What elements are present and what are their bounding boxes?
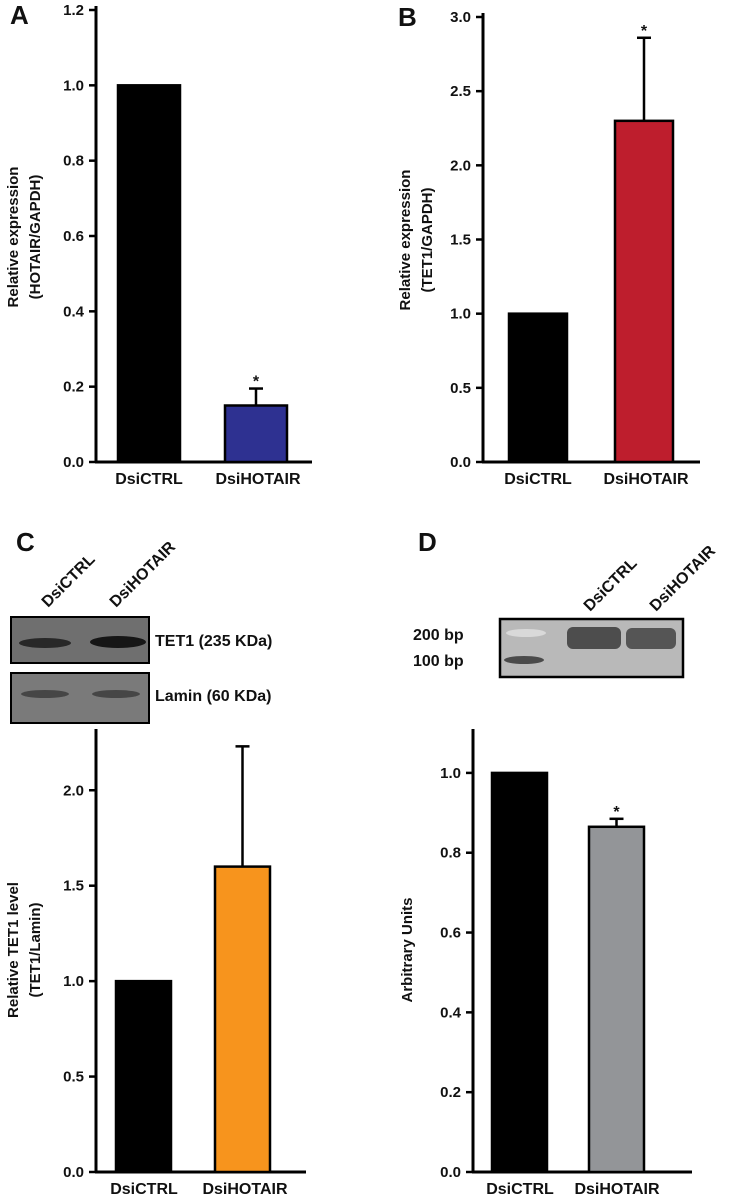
bar-dsihotair: [223, 404, 289, 464]
bar-dsictrl: [490, 771, 549, 1174]
gel-marker-200: 200 bp: [413, 627, 464, 644]
significance-marker: *: [641, 23, 648, 40]
category-label: DsiHOTAIR: [603, 471, 688, 488]
y-tick-label: 1.0: [450, 306, 471, 323]
y-tick-label: 0.4: [440, 1004, 462, 1021]
chart-c: 0.0 0.5 1.0 1.5 2.0 Relative TET1 level (TET1/…: [5, 729, 306, 1195]
category-label: DsiCTRL: [486, 1181, 554, 1195]
panel-b: B: [398, 2, 417, 32]
gel-lane-label-ctrl: DsiCTRL: [581, 555, 641, 615]
western-blot: DsiCTRL DsiHOTAIR TET1 (235 KDa) Lamin (…: [10, 538, 272, 724]
panel-d-letter: D: [418, 527, 437, 557]
y-tick-label: 0.6: [440, 925, 461, 942]
category-label: DsiCTRL: [504, 471, 572, 488]
bar-dsictrl: [507, 312, 569, 464]
y-tick-label: 0.2: [440, 1084, 461, 1101]
y-tick-label: 3.0: [450, 9, 471, 26]
chart-b: 0.0 0.5 1.0 1.5 2.0 2.5 3.0 Relative expression…: [397, 9, 700, 488]
y-tick-label: 0.0: [63, 454, 84, 471]
y-tick-label: 0.4: [63, 303, 85, 320]
category-label: DsiCTRL: [115, 471, 183, 488]
y-tick-label: 0.0: [450, 454, 471, 471]
blot-label-tet1: TET1 (235 KDa): [155, 633, 272, 650]
blot-lamin-band-ctrl: [21, 690, 69, 698]
y-tick-label: 1.0: [440, 765, 461, 782]
panel-a: A: [10, 0, 29, 30]
panel-c: C DsiCTRL DsiHOTAIR TET1 (235 KDa) Lamin…: [10, 527, 272, 724]
y-tick-label: 0.8: [63, 153, 84, 170]
chart-d: 0.0 0.2 0.4 0.6 0.8 1.0 Arbitrary Units DsiCTRL…: [399, 729, 692, 1195]
blot-tet1-band-hotair: [90, 636, 146, 648]
y-tick-label: 0.0: [63, 1164, 84, 1181]
y-tick-label: 0.5: [63, 1069, 84, 1086]
y-axis-label: Relative TET1 level: [5, 882, 22, 1018]
y-tick-label: 0.5: [450, 380, 471, 397]
blot-lane-label-ctrl: DsiCTRL: [39, 551, 99, 611]
bar-charts: 0.0 0.2 0.4 0.6 0.8 1.0 1.2 Relative expression…: [5, 2, 700, 1195]
chart-a: 0.0 0.2 0.4 0.6 0.8 1.0 1.2 Relative expression…: [5, 2, 312, 488]
gel-ladder-band-200: [506, 629, 546, 637]
gel-marker-100: 100 bp: [413, 653, 464, 670]
blot-lane-label-hotair: DsiHOTAIR: [107, 538, 179, 610]
gel-band-hotair: [626, 628, 676, 649]
y-tick-label: 1.0: [63, 973, 84, 990]
bar-dsihotair: [587, 825, 646, 1174]
blot-label-lamin: Lamin (60 KDa): [155, 688, 271, 705]
category-label: DsiHOTAIR: [574, 1181, 659, 1195]
panel-c-letter: C: [16, 527, 35, 557]
bar-dsictrl: [114, 979, 173, 1174]
gel-ladder-band-100: [504, 656, 544, 664]
blot-tet1-band-ctrl: [19, 638, 71, 648]
y-axis-label: (TET1/GAPDH): [419, 187, 436, 292]
y-axis-label: Arbitrary Units: [399, 897, 416, 1002]
category-label: DsiCTRL: [110, 1181, 178, 1195]
y-tick-label: 0.8: [440, 845, 461, 862]
panel-d: D DsiCTRL DsiHOTAIR 200 bp 100 bp: [413, 527, 719, 679]
y-tick-label: 1.0: [63, 77, 84, 94]
bar-dsihotair: [213, 865, 272, 1174]
gel-band-ctrl: [567, 627, 621, 649]
blot-lamin-band-hotair: [92, 690, 140, 698]
y-axis-label: Relative expression: [397, 170, 414, 311]
y-tick-label: 0.0: [440, 1164, 461, 1181]
agarose-gel: DsiCTRL DsiHOTAIR 200 bp 100 bp: [413, 542, 719, 679]
panel-a-letter: A: [10, 0, 29, 30]
y-axis-label: Relative expression: [5, 167, 22, 308]
y-tick-label: 0.6: [63, 228, 84, 245]
blot-lamin-membrane: [10, 672, 150, 724]
y-axis-label: (TET1/Lamin): [27, 902, 44, 997]
y-tick-label: 1.5: [63, 878, 84, 895]
bar-dsictrl: [116, 84, 182, 464]
category-label: DsiHOTAIR: [215, 471, 300, 488]
category-label: DsiHOTAIR: [202, 1181, 287, 1195]
bar-dsihotair: [613, 119, 675, 464]
y-tick-label: 1.5: [450, 232, 471, 249]
y-tick-label: 2.5: [450, 83, 471, 100]
panel-b-letter: B: [398, 2, 417, 32]
gel-lane-label-hotair: DsiHOTAIR: [647, 542, 719, 614]
y-tick-label: 1.2: [63, 2, 84, 19]
blot-lane-labels: DsiCTRL DsiHOTAIR: [39, 538, 179, 610]
significance-marker: *: [253, 374, 260, 391]
y-tick-label: 0.2: [63, 379, 84, 396]
y-axis-label: (HOTAIR/GAPDH): [27, 175, 44, 300]
significance-marker: *: [613, 804, 620, 821]
y-tick-label: 2.0: [63, 782, 84, 799]
y-tick-label: 2.0: [450, 157, 471, 174]
